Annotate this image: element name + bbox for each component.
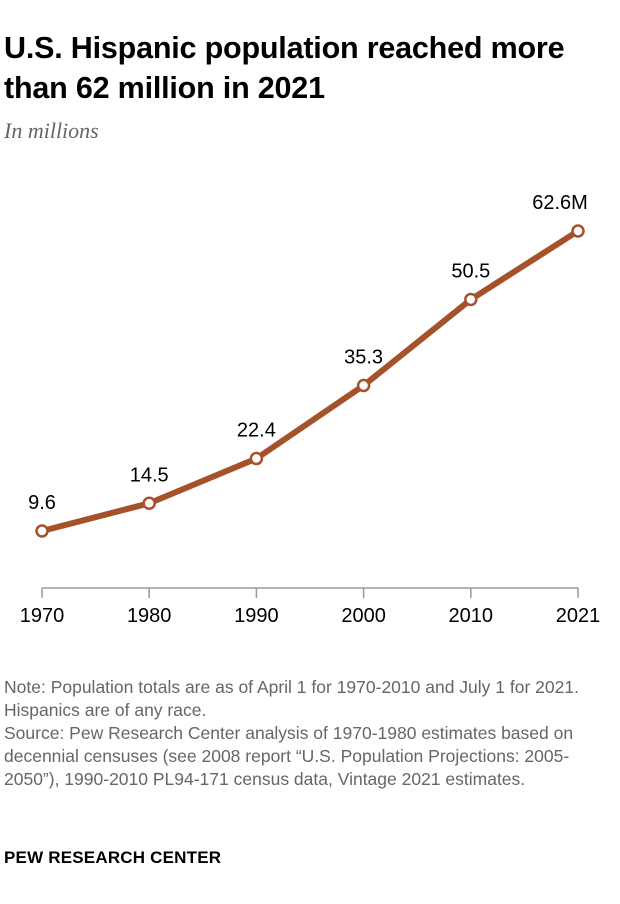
data-points [35,224,585,538]
line-chart: 1970 1980 1990 2000 2010 2021 9.6 14.5 22.4 35.3… [20,192,601,627]
data-label: 62.6M [532,192,588,214]
data-label: 9.6 [28,492,56,514]
series-line-group [39,228,581,534]
source-text: Source: Pew Research Center analysis of … [4,723,574,789]
data-point [35,524,49,538]
x-tick-label: 1990 [234,605,279,627]
x-tick-label: 2021 [556,605,601,627]
x-tick-label: 1970 [20,605,65,627]
data-point [249,451,264,466]
x-tick-label: 2010 [449,605,494,627]
data-point [356,378,371,393]
x-tick-label: 1980 [127,605,172,627]
data-label: 50.5 [451,260,490,282]
data-point [464,292,478,307]
data-point [142,496,156,511]
x-axis: 1970 1980 1990 2000 2010 2021 [20,587,601,627]
data-label: 22.4 [237,420,276,442]
data-label: 14.5 [130,464,169,486]
chart-subtitle: In millions [4,118,99,143]
chart-notes: Note: Population totals are as of April … [4,676,604,791]
brand-logo-text: PEW RESEARCH CENTER [4,848,222,867]
data-labels: 9.6 14.5 22.4 35.3 50.5 62.6M [28,192,588,514]
data-point [571,224,585,238]
series-line [39,228,581,534]
chart-title: U.S. Hispanic population reached more th… [4,31,565,105]
x-tick-label: 2000 [341,605,386,627]
note-text: Note: Population totals are as of April … [4,677,579,720]
data-label: 35.3 [344,347,383,369]
